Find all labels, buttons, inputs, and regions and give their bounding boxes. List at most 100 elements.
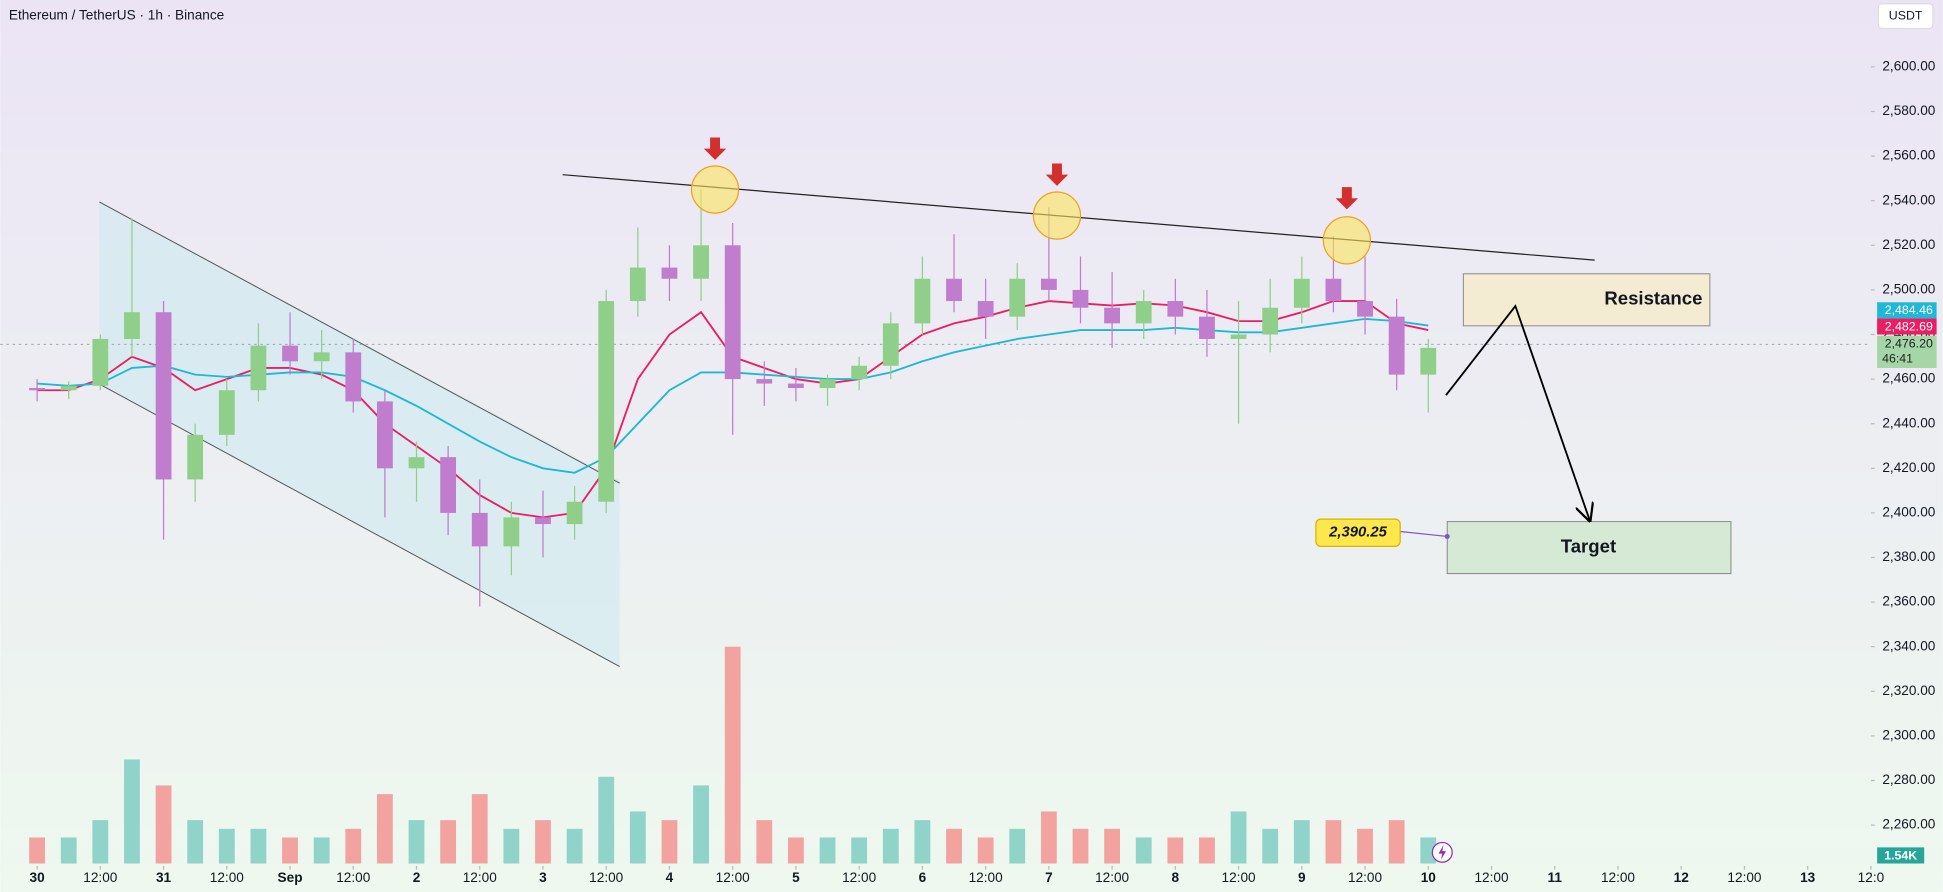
volume-bar: [250, 828, 267, 864]
x-tick-label: 12:00: [589, 870, 623, 885]
x-tick-label: 31: [156, 870, 172, 885]
x-tick-label: 12: [1674, 870, 1690, 885]
volume-bar: [851, 837, 868, 864]
volume-bar: [724, 646, 741, 864]
volume-bar: [629, 811, 646, 864]
x-tick-label: 12:00: [1348, 870, 1382, 885]
candle-body: [1167, 301, 1184, 317]
x-tick-label: 12:00: [1727, 870, 1761, 885]
candle-body: [1325, 278, 1342, 302]
volume-bar: [282, 837, 298, 864]
volume-bar: [914, 820, 931, 864]
price-tag: 2,482.69: [1885, 319, 1933, 333]
volume-bar: [60, 837, 77, 864]
target-price-dot: [1444, 533, 1450, 539]
price-tag: 2,484.46: [1885, 303, 1933, 317]
candle-body: [756, 379, 773, 384]
currency-button[interactable]: [1877, 3, 1934, 30]
y-tick-label: 2,280.00: [1882, 772, 1935, 787]
volume-tag: 1.54K: [1884, 848, 1917, 862]
candle-body: [313, 352, 330, 362]
x-tick-label: 5: [792, 870, 800, 885]
volume-bar: [946, 828, 962, 864]
countdown: 46:41: [1882, 352, 1913, 366]
volume-bar: [819, 837, 836, 864]
volume-bar: [471, 794, 488, 864]
candle-body: [218, 390, 235, 435]
y-tick-label: 2,540.00: [1882, 192, 1935, 207]
volume-bar: [566, 828, 583, 864]
candle-body: [788, 383, 804, 389]
volume-bar: [1293, 820, 1310, 864]
candle-body: [819, 379, 836, 389]
volume-bar: [1388, 820, 1405, 864]
x-tick-label: 12:00: [1601, 870, 1635, 885]
y-tick-label: 2,520.00: [1882, 237, 1935, 252]
volume-bar: [187, 820, 204, 864]
volume-bar: [1230, 811, 1247, 864]
candle-body: [60, 385, 77, 391]
candle-body: [29, 388, 46, 391]
candle-body: [882, 323, 899, 366]
candle-body: [1357, 301, 1373, 317]
target-price-connector: [1400, 530, 1448, 538]
resistance-label: Resistance: [1604, 288, 1702, 309]
target-label: Target: [1561, 535, 1616, 556]
x-tick-label: 12:00: [1095, 870, 1129, 885]
candle-body: [914, 278, 931, 324]
volume-bar: [29, 837, 46, 864]
price-tag-bg: [1877, 335, 1937, 368]
candle-body: [946, 278, 962, 302]
y-tick-label: 2,460.00: [1882, 371, 1935, 386]
x-tick-label: 30: [30, 870, 46, 885]
axes: 2,600.00 2,580.00 2,560.00 2,540.00 2,520.00…: [30, 58, 1937, 885]
x-tick-label: 2: [413, 870, 421, 885]
candle-body: [1009, 278, 1026, 317]
x-tick-label: 12:00: [842, 870, 876, 885]
x-tick-label: 9: [1298, 870, 1306, 885]
x-tick-label: 6: [919, 870, 927, 885]
volume-bar: [1104, 828, 1121, 864]
volume-bar: [598, 776, 615, 864]
volume-bar: [1262, 828, 1279, 864]
price-tag-bg: [1877, 302, 1937, 319]
currency-label[interactable]: USDT: [1889, 8, 1923, 22]
x-tick-label: 4: [666, 870, 674, 885]
candle-body: [187, 434, 204, 480]
volume-bar: [1009, 828, 1026, 864]
x-tick-label: 12:00: [210, 870, 244, 885]
candle-body: [124, 312, 140, 339]
volume-bar: [345, 828, 362, 864]
candle-body: [376, 401, 393, 469]
candle-body: [598, 301, 615, 502]
candle-body: [1262, 307, 1279, 335]
channel-upper: [99, 201, 620, 484]
y-tick-label: 2,300.00: [1882, 727, 1935, 742]
x-tick-label: 7: [1045, 870, 1053, 885]
x-tick-label: 8: [1172, 870, 1180, 885]
y-tick-label: 2,440.00: [1882, 415, 1935, 430]
touch-circle: [1322, 216, 1372, 265]
candle-body: [1135, 301, 1152, 324]
y-tick-label: 2,260.00: [1882, 817, 1935, 832]
candle-body: [1040, 278, 1057, 290]
y-tick-label: 2,360.00: [1882, 594, 1935, 609]
volume-layer: [29, 646, 1437, 864]
down-arrow: [703, 137, 727, 160]
candle-body: [503, 517, 520, 547]
y-tick-label: 2,400.00: [1882, 504, 1935, 519]
candle-body: [566, 501, 583, 525]
y-tick-label: 2,560.00: [1882, 148, 1935, 163]
x-tick-label: 11: [1548, 870, 1563, 885]
candle-body: [408, 457, 425, 469]
volume-bar: [218, 828, 235, 864]
volume-bar: [1040, 811, 1057, 864]
volume-bar: [693, 785, 709, 864]
plot-layer: [29, 189, 1437, 607]
volume-bar: [124, 759, 140, 864]
volume-bar: [503, 828, 520, 864]
candle-body: [1293, 278, 1310, 308]
volume-bar: [1357, 828, 1373, 864]
projection-path: [1445, 304, 1590, 520]
